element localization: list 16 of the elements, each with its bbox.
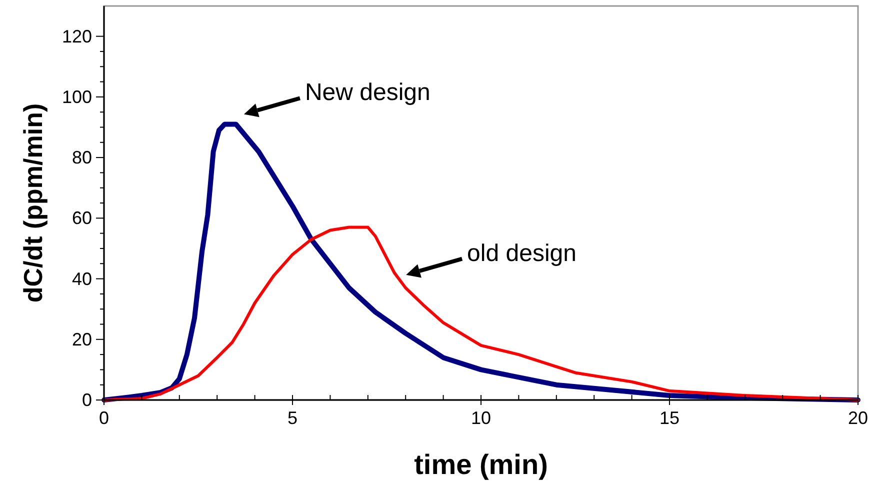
y-tick-label: 120 — [62, 26, 92, 46]
x-tick-label: 10 — [470, 408, 492, 428]
y-tick-label: 60 — [72, 208, 92, 228]
y-tick-label: 80 — [72, 148, 92, 168]
x-tick-label: 20 — [848, 408, 868, 428]
x-axis-title: time (min) — [414, 449, 548, 480]
y-tick-label: 40 — [72, 268, 92, 289]
x-tick-label: 15 — [659, 408, 680, 428]
y-axis-title: dC/dt (ppm/min) — [18, 103, 48, 303]
x-tick-label: 0 — [98, 408, 110, 428]
y-tick-label: 20 — [72, 329, 92, 350]
x-tick-label: 5 — [287, 408, 298, 428]
annotation: old design — [467, 240, 576, 267]
y-tick-label: 0 — [82, 390, 92, 410]
y-tick-label: 100 — [62, 86, 92, 107]
annotation: New design — [304, 79, 430, 106]
